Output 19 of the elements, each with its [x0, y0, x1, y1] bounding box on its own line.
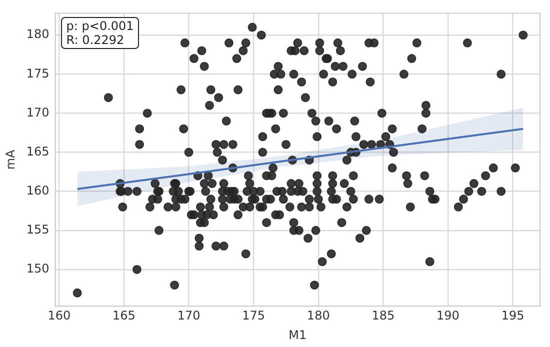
x-tick-label: 170	[177, 308, 200, 323]
y-tick-label: 150	[26, 262, 50, 276]
y-axis-title: mA	[3, 148, 18, 170]
x-axis-title: M1	[288, 328, 307, 342]
y-tick-label: 170	[26, 105, 50, 120]
x-tick-label: 180	[306, 308, 330, 323]
x-tick-label: 185	[372, 308, 395, 323]
x-tick-label: 160	[48, 308, 71, 323]
x-tick-label: 175	[242, 308, 266, 323]
y-tick-label: 180	[26, 27, 50, 42]
x-tick-label: 165	[112, 308, 136, 323]
annotation: R: 0.2292	[66, 33, 126, 48]
y-tick-label: 165	[26, 144, 50, 158]
y-tick-label: 175	[26, 66, 50, 80]
x-tick-label: 195	[501, 308, 524, 323]
y-tick-label: 155	[26, 222, 50, 237]
annotation: p: p<0.001	[66, 19, 134, 34]
x-tick-label: 190	[436, 308, 460, 323]
y-tick-label: 160	[26, 183, 50, 198]
